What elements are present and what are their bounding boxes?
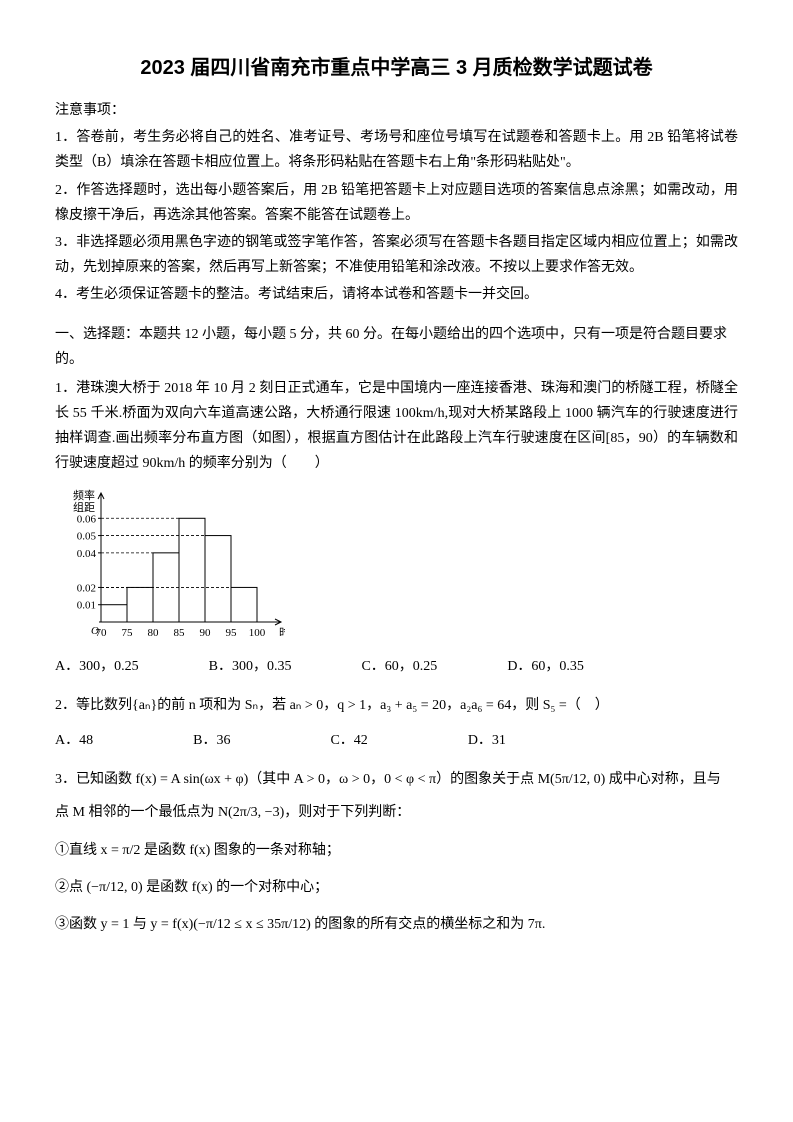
option-c: C．60，0.25: [361, 654, 437, 679]
question-2-options: A．48 B．36 C．42 D．31: [55, 728, 738, 753]
option-a: A．300，0.25: [55, 654, 139, 679]
svg-text:90: 90: [200, 627, 212, 639]
question-3-sub2: ②点 (−π/12, 0) 是函数 f(x) 的一个对称中心；: [55, 875, 738, 900]
histogram-chart: 频率组距0.010.020.040.050.06707580859095100O…: [55, 487, 738, 642]
svg-text:组距: 组距: [73, 500, 95, 514]
svg-text:75: 75: [122, 627, 134, 639]
option-a: A．48: [55, 728, 93, 753]
svg-text:100: 100: [249, 627, 266, 639]
instructions-block: 注意事项： 1．答卷前，考生务必将自己的姓名、准考证号、考场号和座位号填写在试题…: [55, 98, 738, 308]
histogram-svg: 频率组距0.010.020.040.050.06707580859095100O…: [55, 487, 285, 642]
section-heading: 一、选择题：本题共 12 小题，每小题 5 分，共 60 分。在每小题给出的四个…: [55, 322, 738, 372]
question-1-options: A．300，0.25 B．300，0.35 C．60，0.25 D．60，0.3…: [55, 654, 738, 679]
question-3-text-line2: 点 M 相邻的一个最低点为 N(2π/3, −3)，则对于下列判断：: [55, 800, 738, 825]
svg-text:0.01: 0.01: [77, 599, 96, 611]
question-3-sub1: ①直线 x = π/2 是函数 f(x) 图象的一条对称轴；: [55, 838, 738, 863]
question-2-text: 2．等比数列{aₙ}的前 n 项和为 Sₙ，若 aₙ > 0，q > 1，a₃ …: [55, 693, 738, 718]
question-3-sub3: ③函数 y = 1 与 y = f(x)(−π/12 ≤ x ≤ 35π/12)…: [55, 912, 738, 937]
question-1-text: 1．港珠澳大桥于 2018 年 10 月 2 刻日正式通车，它是中国境内一座连接…: [55, 376, 738, 477]
instruction-item: 4．考生必须保证答题卡的整洁。考试结束后，请将本试卷和答题卡一并交回。: [55, 282, 738, 307]
svg-text:85: 85: [174, 627, 186, 639]
option-c: C．42: [330, 728, 367, 753]
svg-text:0.05: 0.05: [77, 530, 97, 542]
svg-text:频率: 频率: [73, 488, 95, 502]
instruction-item: 3．非选择题必须用黑色字迹的钢笔或签字笔作答，答案必须写在答题卡各题目指定区域内…: [55, 230, 738, 280]
instruction-item: 2．作答选择题时，选出每小题答案后，用 2B 铅笔把答题卡上对应题目选项的答案信…: [55, 178, 738, 228]
svg-text:O: O: [91, 625, 99, 637]
option-d: D．60，0.35: [507, 654, 584, 679]
svg-text:0.06: 0.06: [77, 513, 97, 525]
question-3-text-line1: 3．已知函数 f(x) = A sin(ωx + φ)（其中 A > 0，ω >…: [55, 767, 738, 792]
svg-text:0.04: 0.04: [77, 547, 97, 559]
option-b: B．300，0.35: [209, 654, 292, 679]
svg-text:80: 80: [148, 627, 160, 639]
svg-text:时速(km/h): 时速(km/h): [279, 626, 285, 639]
option-b: B．36: [193, 728, 230, 753]
instruction-item: 1．答卷前，考生务必将自己的姓名、准考证号、考场号和座位号填写在试题卷和答题卡上…: [55, 125, 738, 175]
svg-text:95: 95: [226, 627, 238, 639]
instructions-heading: 注意事项：: [55, 98, 738, 123]
page-title: 2023 届四川省南充市重点中学高三 3 月质检数学试题试卷: [55, 50, 738, 86]
svg-text:0.02: 0.02: [77, 582, 96, 594]
option-d: D．31: [468, 728, 506, 753]
